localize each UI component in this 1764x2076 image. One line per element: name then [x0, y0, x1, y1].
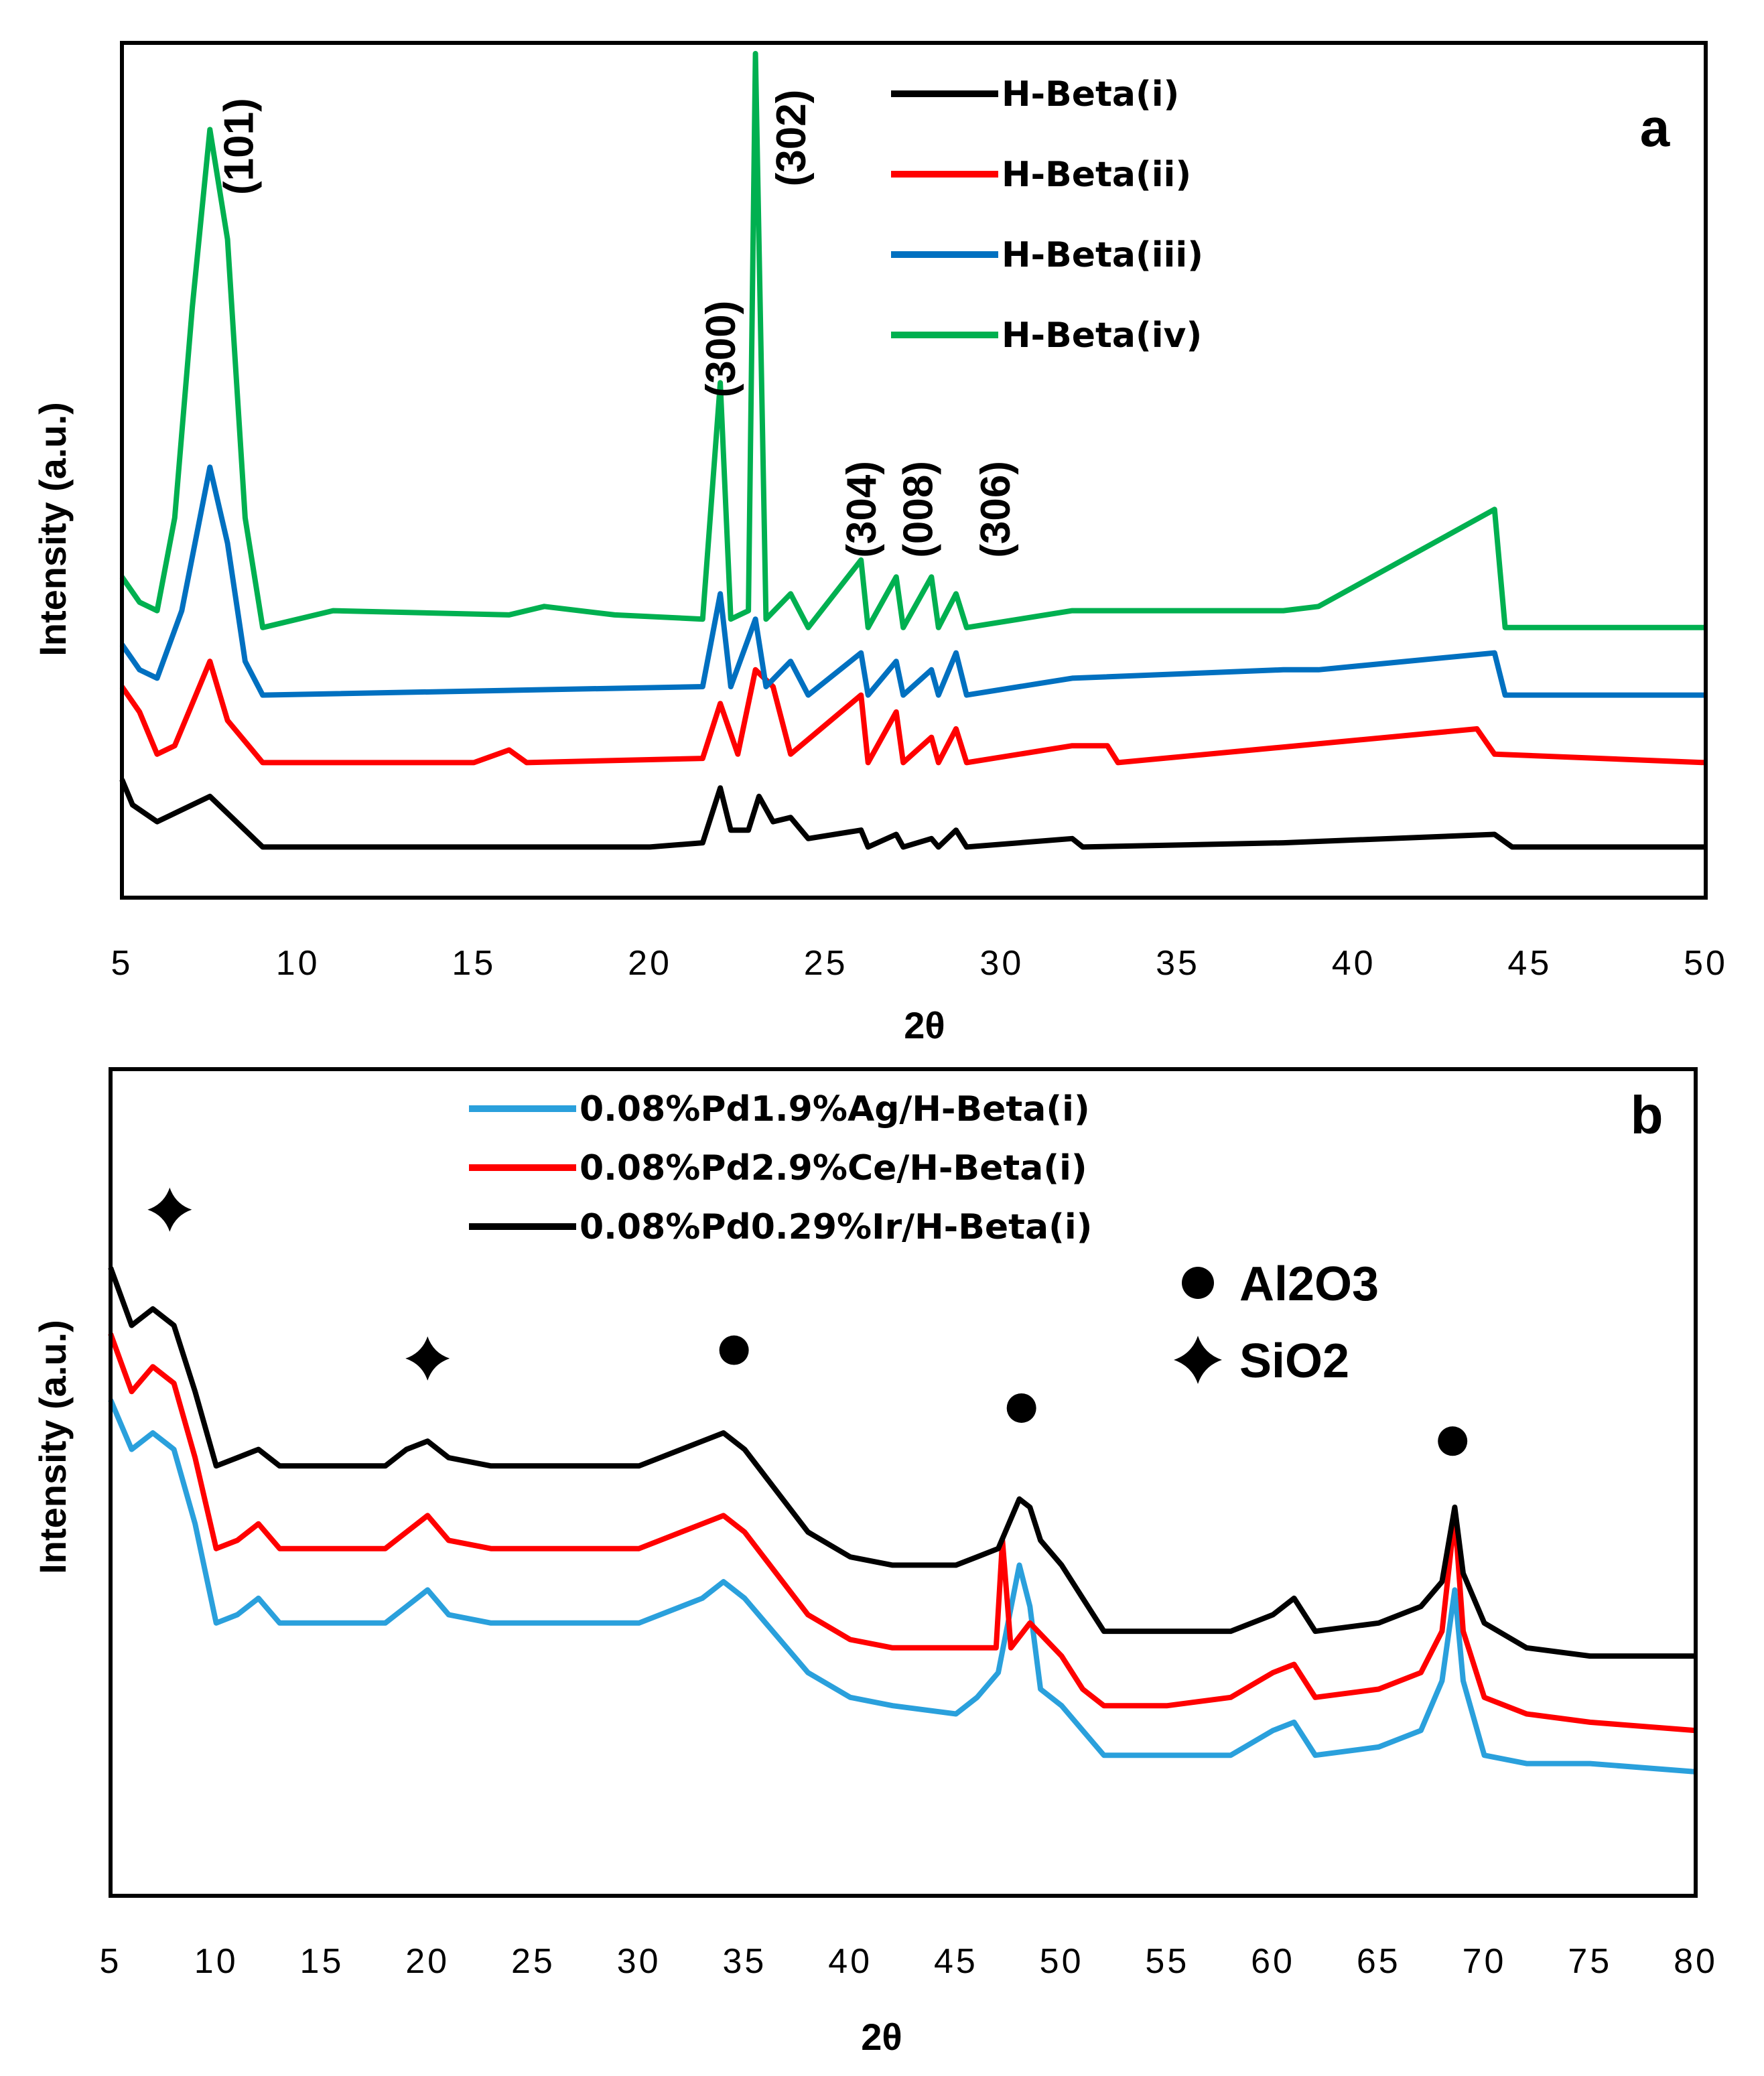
x-tick-label: 50 [1684, 944, 1728, 983]
panel-b-letter: b [1631, 1085, 1664, 1145]
panel-b-plot-frame [109, 1067, 1698, 1898]
panel-a-hkl-labels: (101) (300) (302) (304) (008) (306) [216, 90, 1018, 558]
x-tick-label: 10 [276, 944, 320, 983]
x-tick-label: 15 [300, 1942, 344, 1981]
x-tick-label: 55 [1145, 1942, 1189, 1981]
x-tick-label: 5 [111, 944, 133, 983]
x-tick-label: 15 [452, 944, 496, 983]
series-line-h-beta-iii [119, 464, 1706, 698]
x-tick-label: 40 [828, 1942, 872, 1981]
panel-b-x-ticks: 5 10 15 20 25 30 35 40 45 50 55 60 65 70 75 80 [100, 1942, 1718, 1981]
x-tick-label: 25 [511, 1942, 555, 1981]
hkl-label: (101) [216, 98, 262, 195]
legend-label-h-beta-i: H-Beta(i) [1002, 74, 1179, 115]
panel-a-legend: H-Beta(i) H-Beta(ii) H-Beta(iii) H-Beta(iv) [891, 74, 1203, 356]
hkl-label: (306) [973, 461, 1019, 558]
x-tick-label: 65 [1357, 1942, 1401, 1981]
hkl-label: (304) [839, 461, 885, 558]
al2o3-marker-icon [1438, 1426, 1468, 1456]
x-tick-label: 25 [804, 944, 848, 983]
panel-a-letter: a [1640, 98, 1670, 157]
panel-b-phase-legend: Al2O3 SiO2 [1174, 1257, 1379, 1388]
series-line-h-beta-ii [119, 659, 1706, 766]
series-line-0-08-pd1-9-ag-h-beta-i [108, 1399, 1696, 1775]
sio2-marker-icon [405, 1336, 450, 1381]
al2o3-marker-icon [1006, 1393, 1036, 1423]
x-tick-label: 50 [1040, 1942, 1084, 1981]
legend-label-h-beta-ii: H-Beta(ii) [1002, 155, 1191, 195]
x-tick-label: 75 [1568, 1942, 1612, 1981]
x-tick-label: 45 [934, 1942, 978, 1981]
sio2-marker-icon [1174, 1336, 1222, 1384]
panel-a-xlabel: 2θ [904, 1004, 945, 1046]
phase-legend-label-al2o3: Al2O3 [1239, 1257, 1379, 1311]
panel-b-series-lines [108, 1266, 1696, 1775]
al2o3-marker-icon [719, 1335, 749, 1365]
x-tick-label: 45 [1507, 944, 1552, 983]
x-tick-label: 35 [722, 1942, 766, 1981]
panel-a-ylabel: Intensity (a.u.) [31, 402, 74, 656]
x-tick-label: 80 [1674, 1942, 1718, 1981]
x-tick-label: 20 [628, 944, 672, 983]
panel-a-x-ticks: 5 10 15 20 25 30 35 40 45 50 [111, 944, 1728, 983]
panel-a-series-lines [119, 51, 1706, 850]
panel-b-phase-markers [147, 1187, 1468, 1456]
panel-a: 5 10 15 20 25 30 35 40 45 50 2θ Intensity (a.u.) … [31, 41, 1728, 1046]
panel-b-xlabel: 2θ [861, 2016, 902, 2058]
x-tick-label: 40 [1332, 944, 1376, 983]
panel-b-legend: 0.08%Pd1.9%Ag/H-Beta(i) 0.08%Pd2.9%Ce/H-B… [469, 1089, 1092, 1247]
series-line-h-beta-iv [119, 51, 1706, 630]
x-tick-label: 30 [617, 1942, 661, 1981]
panel-a-plot-frame [120, 41, 1708, 900]
panel-b: 5 10 15 20 25 30 35 40 45 50 55 60 65 70 75 80 2θ Inten… [31, 1067, 1718, 2058]
legend-label-h-beta-iv: H-Beta(iv) [1002, 316, 1202, 356]
hkl-label: (300) [698, 301, 744, 398]
x-tick-label: 20 [405, 1942, 450, 1981]
x-tick-label: 60 [1251, 1942, 1295, 1981]
legend-label-0-08-pd1-9-ag-h-beta-i: 0.08%Pd1.9%Ag/H-Beta(i) [580, 1089, 1090, 1129]
legend-label-h-beta-iii: H-Beta(iii) [1002, 235, 1203, 275]
x-tick-label: 70 [1463, 1942, 1507, 1981]
hkl-label: (302) [768, 90, 815, 187]
al2o3-marker-icon [1182, 1267, 1214, 1299]
x-tick-label: 5 [100, 1942, 122, 1981]
x-tick-label: 10 [194, 1942, 239, 1981]
series-line-0-08-pd0-29-ir-h-beta-i [108, 1266, 1696, 1659]
x-tick-label: 30 [979, 944, 1024, 983]
series-line-h-beta-i [119, 778, 1706, 850]
phase-legend-label-sio2: SiO2 [1239, 1334, 1349, 1388]
hkl-label: (008) [895, 461, 941, 558]
panel-b-ylabel: Intensity (a.u.) [31, 1320, 74, 1574]
legend-label-0-08-pd2-9-ce-h-beta-i: 0.08%Pd2.9%Ce/H-Beta(i) [580, 1148, 1087, 1188]
series-line-0-08-pd2-9-ce-h-beta-i [108, 1332, 1696, 1734]
sio2-marker-icon [147, 1187, 192, 1232]
x-tick-label: 35 [1156, 944, 1200, 983]
legend-label-0-08-pd0-29-ir-h-beta-i: 0.08%Pd0.29%Ir/H-Beta(i) [580, 1207, 1092, 1247]
